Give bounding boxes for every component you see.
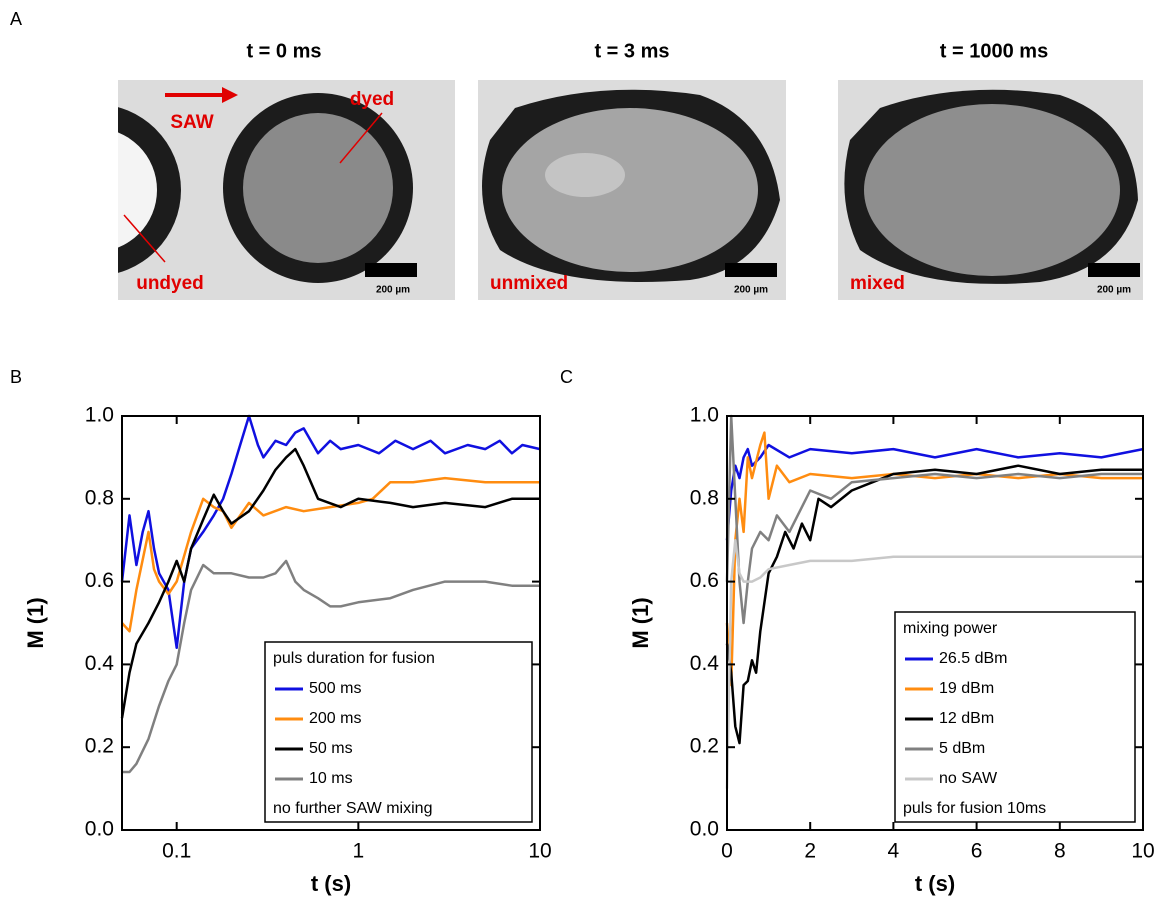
- legend-label: 200 ms: [309, 710, 361, 727]
- pointer: [123, 214, 166, 263]
- panel-label: C: [560, 367, 573, 387]
- legend-note: puls for fusion 10ms: [903, 800, 1046, 817]
- legend-box: [264, 641, 533, 823]
- pointer: [339, 112, 383, 164]
- scale-bar: [725, 263, 777, 277]
- arrow-head: [222, 87, 238, 103]
- y-tick-label: 0.0: [690, 818, 719, 841]
- micrograph: [838, 80, 1143, 300]
- scale-label: 200 µm: [376, 285, 410, 296]
- annotation: dyed: [350, 89, 394, 110]
- x-tick-label: 10: [1131, 840, 1154, 863]
- legend-label: 500 ms: [309, 680, 361, 697]
- x-tick-label: 4: [888, 840, 900, 863]
- legend-label: 5 dBm: [939, 740, 985, 757]
- legend-box: [894, 611, 1136, 823]
- x-tick-label: 10: [528, 840, 551, 863]
- scale-bar: [365, 263, 417, 277]
- x-axis-title: t (s): [915, 871, 955, 896]
- x-tick-label: 8: [1054, 840, 1066, 863]
- data-line: [122, 559, 540, 774]
- legend-note: no further SAW mixing: [273, 800, 432, 817]
- x-tick-label: 0: [721, 840, 733, 863]
- annotation: unmixed: [490, 273, 568, 294]
- data-line: [725, 464, 1143, 745]
- image-title: t = 3 ms: [594, 40, 669, 62]
- legend-label: 19 dBm: [939, 680, 994, 697]
- scale-bar: [1088, 263, 1140, 277]
- plot-frame: [121, 415, 541, 831]
- y-tick-label: 0.4: [85, 652, 115, 675]
- legend-title: puls duration for fusion: [273, 650, 435, 667]
- y-tick-label: 1.0: [85, 404, 114, 427]
- data-line: [725, 431, 1143, 687]
- x-tick-label: 0.1: [162, 840, 191, 863]
- data-line: [725, 443, 1144, 541]
- x-tick-label: 1: [352, 840, 364, 863]
- x-tick-label: 2: [804, 840, 816, 863]
- y-tick-label: 1.0: [690, 404, 719, 427]
- annotation: undyed: [136, 273, 204, 294]
- panel-label: B: [10, 367, 22, 387]
- x-tick-label: 6: [971, 840, 983, 863]
- scale-label: 200 µm: [734, 285, 768, 296]
- image-title: t = 0 ms: [246, 40, 321, 62]
- legend-title: mixing power: [903, 620, 998, 637]
- y-axis-title: M (1): [628, 597, 653, 648]
- data-line: [725, 538, 1143, 789]
- legend-label: 26.5 dBm: [939, 650, 1007, 667]
- y-tick-label: 0.6: [690, 569, 719, 592]
- y-tick-label: 0.0: [85, 818, 114, 841]
- y-tick-label: 0.8: [690, 486, 719, 509]
- legend-label: 50 ms: [309, 740, 353, 757]
- data-line: [120, 414, 541, 650]
- legend-label: 10 ms: [309, 770, 353, 787]
- y-axis-title: M (1): [23, 597, 48, 648]
- data-line: [121, 476, 540, 633]
- x-axis-title: t (s): [311, 871, 351, 896]
- data-line: [120, 447, 540, 719]
- y-tick-label: 0.2: [690, 735, 719, 758]
- legend-label: no SAW: [939, 770, 998, 787]
- annotation: SAW: [170, 112, 213, 133]
- legend-label: 12 dBm: [939, 710, 994, 727]
- panel-label: A: [10, 9, 22, 29]
- plot-frame: [726, 415, 1144, 831]
- scale-label: 200 µm: [1097, 285, 1131, 296]
- y-tick-label: 0.6: [85, 569, 114, 592]
- y-tick-label: 0.4: [690, 652, 720, 675]
- micrograph: [118, 80, 455, 300]
- y-tick-label: 0.2: [85, 735, 114, 758]
- annotation: mixed: [850, 273, 905, 294]
- image-title: t = 1000 ms: [940, 40, 1048, 62]
- y-tick-label: 0.8: [85, 486, 114, 509]
- data-line: [725, 414, 1143, 625]
